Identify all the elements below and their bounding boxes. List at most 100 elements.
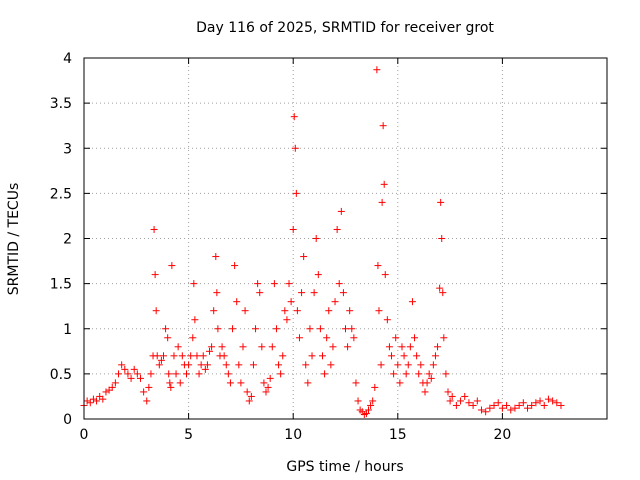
data-point xyxy=(310,289,318,297)
data-point xyxy=(130,365,138,373)
data-point xyxy=(306,325,314,333)
data-point xyxy=(153,352,161,360)
data-point xyxy=(155,361,163,369)
data-point xyxy=(229,325,237,333)
data-point xyxy=(373,66,381,74)
data-point xyxy=(254,280,262,288)
data-point xyxy=(362,410,370,418)
data-point xyxy=(262,388,270,396)
data-point xyxy=(150,225,158,233)
data-point xyxy=(381,271,389,279)
data-point xyxy=(224,370,232,378)
data-point xyxy=(406,343,414,351)
data-point xyxy=(118,361,126,369)
data-point xyxy=(429,361,437,369)
data-point xyxy=(461,392,469,400)
data-point xyxy=(346,307,354,315)
data-point xyxy=(275,361,283,369)
data-point xyxy=(417,361,425,369)
data-point xyxy=(102,388,110,396)
data-point xyxy=(308,352,316,360)
data-point xyxy=(298,289,306,297)
data-point xyxy=(115,370,123,378)
data-point xyxy=(277,370,285,378)
data-point xyxy=(519,399,527,407)
data-point xyxy=(553,399,561,407)
data-point xyxy=(515,401,523,409)
data-point xyxy=(268,343,276,351)
data-point xyxy=(392,334,400,342)
data-point xyxy=(524,404,532,412)
data-point xyxy=(172,370,180,378)
data-point xyxy=(279,352,287,360)
y-axis-title: SRMTID / TECUs xyxy=(6,183,22,296)
y-tick-label: 2.5 xyxy=(50,186,72,202)
data-point xyxy=(444,388,452,396)
data-point xyxy=(289,225,297,233)
data-point xyxy=(371,383,379,391)
data-point xyxy=(312,235,320,242)
data-point xyxy=(99,395,107,403)
data-point xyxy=(378,198,386,206)
data-point xyxy=(231,262,239,270)
data-point xyxy=(93,397,101,405)
data-point xyxy=(437,198,445,206)
data-point xyxy=(396,379,404,387)
data-point xyxy=(295,334,303,342)
data-point xyxy=(339,289,347,297)
data-point xyxy=(425,370,433,378)
data-point xyxy=(266,374,274,382)
data-point xyxy=(316,325,324,333)
data-point xyxy=(222,361,230,369)
data-point xyxy=(252,325,260,333)
data-point xyxy=(210,307,218,315)
data-point xyxy=(388,352,396,360)
data-point xyxy=(167,383,175,391)
data-point xyxy=(486,404,494,412)
x-tick-label: 20 xyxy=(493,427,511,443)
data-point xyxy=(193,352,201,360)
data-point xyxy=(178,352,186,360)
data-point xyxy=(302,361,310,369)
data-point xyxy=(369,397,377,405)
data-point xyxy=(220,352,228,360)
data-point xyxy=(201,365,209,373)
data-point xyxy=(532,399,540,407)
plot-frame xyxy=(83,57,608,420)
data-point xyxy=(452,401,460,409)
data-point xyxy=(544,395,552,403)
data-point xyxy=(208,343,216,351)
data-point xyxy=(331,298,339,306)
data-point xyxy=(190,280,198,288)
data-point xyxy=(335,280,343,288)
data-point xyxy=(411,334,419,342)
data-point xyxy=(136,374,144,382)
data-point xyxy=(507,406,515,414)
data-point xyxy=(270,280,278,288)
data-point xyxy=(111,379,119,387)
data-point xyxy=(337,207,345,215)
data-point xyxy=(281,307,289,315)
data-point xyxy=(374,262,382,270)
data-point xyxy=(213,289,221,297)
y-tick-label: 1.5 xyxy=(50,277,72,293)
data-point xyxy=(494,399,502,407)
data-point xyxy=(290,113,298,121)
data-point xyxy=(498,404,506,412)
data-point xyxy=(260,379,268,387)
data-point xyxy=(121,365,129,373)
data-point xyxy=(185,361,193,369)
data-point xyxy=(247,392,255,400)
data-point xyxy=(473,397,481,405)
data-point xyxy=(239,343,247,351)
data-point xyxy=(352,379,360,387)
data-point xyxy=(367,401,375,409)
data-point xyxy=(540,401,548,409)
data-point xyxy=(292,189,300,197)
data-point xyxy=(86,399,94,407)
data-point xyxy=(465,399,473,407)
data-point xyxy=(83,397,91,405)
y-tick-label: 3.5 xyxy=(50,96,72,112)
data-point xyxy=(549,397,557,405)
data-point xyxy=(249,361,257,369)
